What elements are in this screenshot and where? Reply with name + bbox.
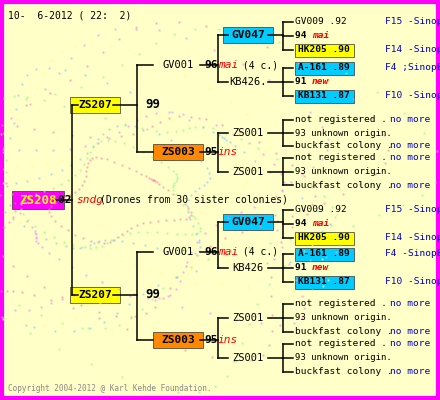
Text: F14 -Sinop62R: F14 -Sinop62R: [385, 234, 440, 242]
FancyBboxPatch shape: [12, 191, 64, 209]
Text: F15 -Sinop62R: F15 -Sinop62R: [385, 18, 440, 26]
Text: (4 c.): (4 c.): [237, 60, 278, 70]
FancyBboxPatch shape: [295, 44, 354, 56]
FancyBboxPatch shape: [70, 287, 120, 303]
Text: KB131 .87: KB131 .87: [298, 278, 350, 286]
Text: no more: no more: [390, 300, 430, 308]
Text: GV047: GV047: [231, 30, 265, 40]
Text: new: new: [312, 264, 329, 272]
Text: mai: mai: [312, 32, 329, 40]
Text: ZS207: ZS207: [78, 100, 112, 110]
Text: buckfast colony .: buckfast colony .: [295, 368, 393, 376]
Text: (4 c.): (4 c.): [237, 247, 278, 257]
Text: HK205 .90: HK205 .90: [298, 46, 350, 54]
Text: buckfast colony .: buckfast colony .: [295, 328, 393, 336]
FancyBboxPatch shape: [223, 27, 273, 43]
Text: sndg: sndg: [76, 195, 103, 205]
Text: ins: ins: [218, 147, 238, 157]
Text: F14 -Sinop62R: F14 -Sinop62R: [385, 46, 440, 54]
Text: no more: no more: [390, 116, 430, 124]
FancyBboxPatch shape: [295, 232, 354, 244]
Text: ZS208: ZS208: [19, 194, 57, 206]
Text: no more: no more: [390, 154, 430, 162]
Text: 95: 95: [204, 147, 217, 157]
Text: not registered .: not registered .: [295, 116, 387, 124]
Text: no more: no more: [390, 368, 430, 376]
Text: not registered .: not registered .: [295, 340, 387, 348]
Text: buckfast colony .: buckfast colony .: [295, 180, 393, 190]
FancyBboxPatch shape: [295, 248, 354, 260]
Text: F4 ;SinopEgg86R: F4 ;SinopEgg86R: [385, 64, 440, 72]
Text: 95: 95: [204, 335, 217, 345]
Text: Copyright 2004-2012 @ Karl Kehde Foundation.: Copyright 2004-2012 @ Karl Kehde Foundat…: [8, 384, 212, 393]
Text: F4 -SinopEgg86R: F4 -SinopEgg86R: [385, 250, 440, 258]
Text: no more: no more: [390, 328, 430, 336]
Text: KB426.: KB426.: [229, 77, 267, 87]
Text: ZS003: ZS003: [161, 335, 195, 345]
FancyBboxPatch shape: [153, 332, 203, 348]
Text: ZS001: ZS001: [232, 167, 264, 177]
Text: GV001: GV001: [162, 247, 194, 257]
FancyBboxPatch shape: [70, 97, 120, 113]
Text: A-161 .89: A-161 .89: [298, 250, 350, 258]
Text: mai: mai: [312, 220, 329, 228]
FancyBboxPatch shape: [223, 214, 273, 230]
Text: F10 -Sinop72R: F10 -Sinop72R: [385, 278, 440, 286]
Text: 96: 96: [204, 60, 217, 70]
Text: not registered .: not registered .: [295, 300, 387, 308]
Text: 96: 96: [204, 247, 217, 257]
Text: ZS207: ZS207: [78, 290, 112, 300]
Text: no more: no more: [390, 142, 430, 150]
Text: mai: mai: [218, 247, 238, 257]
Text: ZS001: ZS001: [232, 353, 264, 363]
Text: no more: no more: [390, 180, 430, 190]
Text: GV001: GV001: [162, 60, 194, 70]
Text: ZS003: ZS003: [161, 147, 195, 157]
FancyBboxPatch shape: [295, 276, 354, 288]
Text: 99: 99: [145, 98, 160, 112]
Text: 93 unknown origin.: 93 unknown origin.: [295, 168, 392, 176]
Text: GV047: GV047: [231, 217, 265, 227]
Text: 91: 91: [295, 78, 312, 86]
Text: not registered .: not registered .: [295, 154, 387, 162]
FancyBboxPatch shape: [153, 144, 203, 160]
Text: HK205 .90: HK205 .90: [298, 234, 350, 242]
Text: ins: ins: [218, 335, 238, 345]
Text: 10-  6-2012 ( 22:  2): 10- 6-2012 ( 22: 2): [8, 10, 132, 20]
Text: mai: mai: [218, 60, 238, 70]
Text: 99: 99: [145, 288, 160, 302]
Text: KB426: KB426: [232, 263, 264, 273]
Text: GV009 .92: GV009 .92: [295, 18, 347, 26]
Text: A-161 .89: A-161 .89: [298, 64, 350, 72]
FancyBboxPatch shape: [295, 62, 354, 74]
Text: no more: no more: [390, 340, 430, 348]
Text: 91: 91: [295, 264, 312, 272]
Text: buckfast colony .: buckfast colony .: [295, 142, 393, 150]
Text: 94: 94: [295, 32, 312, 40]
Text: 02: 02: [58, 195, 78, 205]
Text: F15 -Sinop62R: F15 -Sinop62R: [385, 206, 440, 214]
Text: ZS001: ZS001: [232, 128, 264, 138]
Text: 94: 94: [295, 220, 312, 228]
Text: 93 unknown origin.: 93 unknown origin.: [295, 314, 392, 322]
Text: F10 -Sinop72R: F10 -Sinop72R: [385, 92, 440, 100]
Text: new: new: [312, 78, 329, 86]
Text: (Drones from 30 sister colonies): (Drones from 30 sister colonies): [100, 195, 288, 205]
Text: ZS001: ZS001: [232, 313, 264, 323]
FancyBboxPatch shape: [295, 90, 354, 102]
Text: 93 unknown origin.: 93 unknown origin.: [295, 128, 392, 138]
Text: GV009 .92: GV009 .92: [295, 206, 347, 214]
Text: KB131 .87: KB131 .87: [298, 92, 350, 100]
Text: 93 unknown origin.: 93 unknown origin.: [295, 354, 392, 362]
